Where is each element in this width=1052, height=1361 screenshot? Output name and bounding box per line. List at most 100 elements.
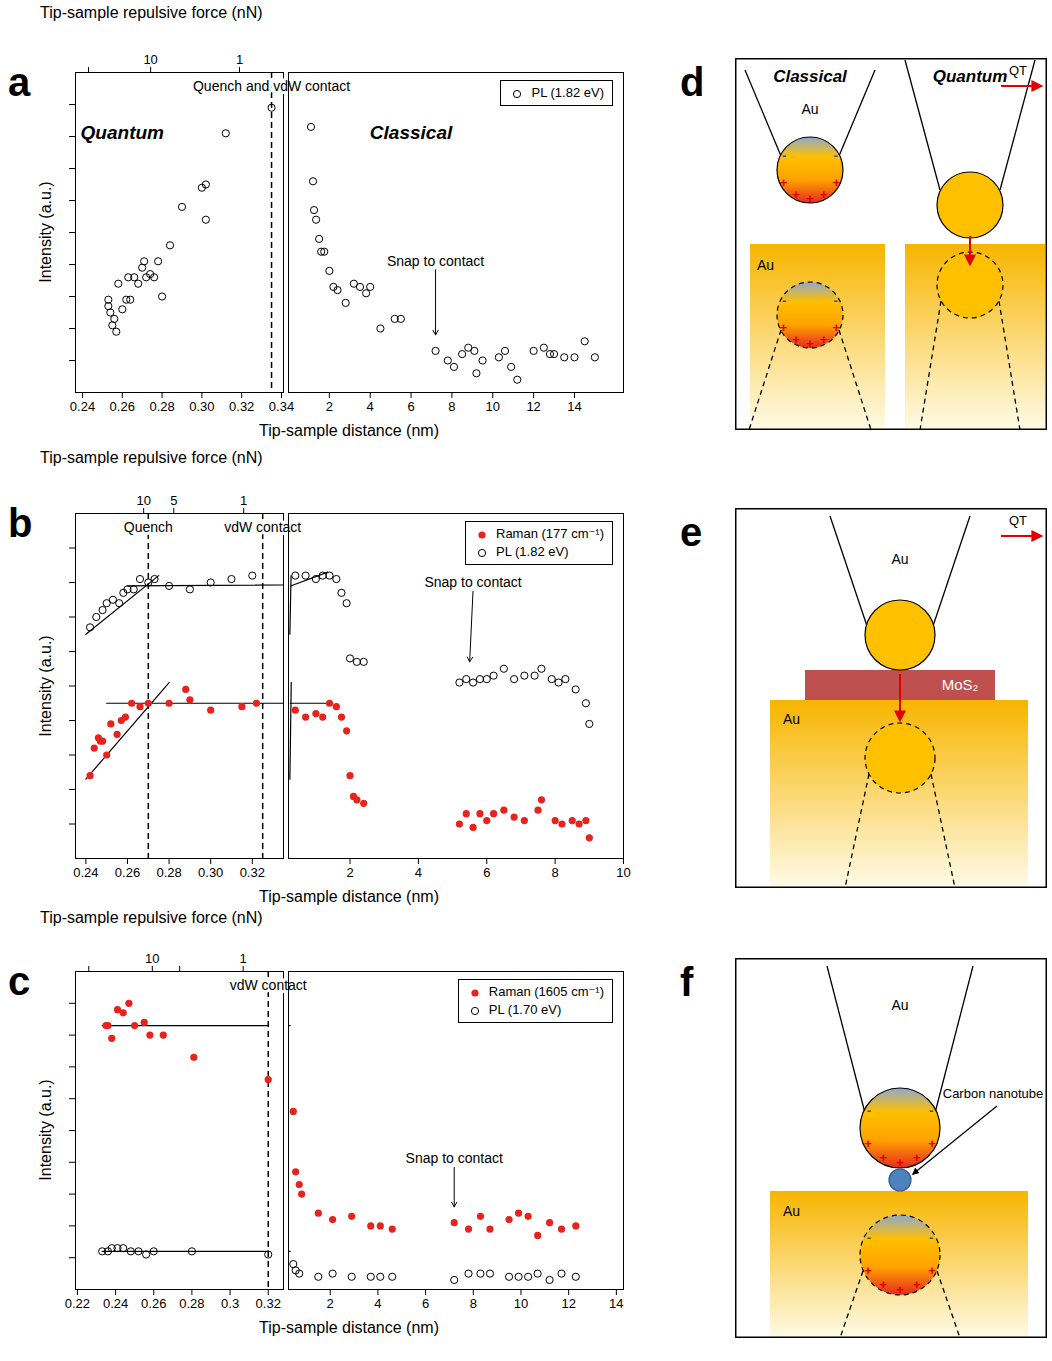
svg-text:-: - (867, 1103, 871, 1118)
svg-text:+: + (913, 1150, 921, 1165)
svg-text:14: 14 (609, 1296, 623, 1311)
svg-text:8: 8 (552, 865, 559, 880)
svg-text:-: - (834, 148, 838, 163)
html-text:d: d (680, 60, 705, 104)
svg-text:+: + (806, 191, 814, 206)
svg-text:Au: Au (783, 1203, 800, 1219)
svg-text:8: 8 (448, 399, 455, 414)
svg-text:10: 10 (514, 1296, 528, 1311)
svg-text:2: 2 (326, 399, 333, 414)
svg-text:0.32: 0.32 (240, 865, 265, 880)
svg-text:14: 14 (567, 399, 581, 414)
svg-text:10: 10 (145, 951, 159, 966)
svg-text:Snap to contact: Snap to contact (387, 253, 484, 269)
svg-text:+: + (833, 175, 841, 190)
svg-text:Au: Au (891, 551, 908, 567)
svg-text:Carbon nanotube: Carbon nanotube (943, 1086, 1043, 1101)
svg-text:1: 1 (240, 951, 247, 966)
svg-text:Quantum: Quantum (933, 67, 1008, 86)
svg-text:Quantum: Quantum (81, 122, 164, 143)
svg-text:+: + (896, 1282, 904, 1297)
svg-text:vdW contact: vdW contact (230, 977, 307, 993)
svg-text:Quench and vdW contact: Quench and vdW contact (193, 78, 350, 94)
svg-text:-: - (782, 148, 786, 163)
svg-text:0.26: 0.26 (141, 1296, 166, 1311)
svg-text:0.22: 0.22 (65, 1296, 90, 1311)
svg-text:12: 12 (526, 399, 540, 414)
svg-text:1: 1 (236, 52, 243, 67)
svg-text:0.24: 0.24 (73, 865, 98, 880)
svg-text:Au: Au (783, 711, 800, 727)
svg-text:6: 6 (483, 865, 490, 880)
html-text:c: c (8, 959, 31, 1003)
svg-text:Classical: Classical (773, 67, 848, 86)
html-text:e: e (680, 510, 703, 554)
html-text:b: b (8, 501, 33, 545)
svg-text:0.32: 0.32 (229, 399, 254, 414)
svg-text:+: + (928, 1136, 936, 1151)
html-text:a: a (8, 60, 31, 104)
svg-text:Quench: Quench (124, 519, 173, 535)
svg-text:+: + (864, 1136, 872, 1151)
svg-text:6: 6 (422, 1296, 429, 1311)
svg-text:0.24: 0.24 (70, 399, 95, 414)
svg-text:0.26: 0.26 (115, 865, 140, 880)
svg-text:0.28: 0.28 (179, 1296, 204, 1311)
svg-text:QT: QT (1009, 513, 1027, 528)
svg-text:Au: Au (891, 997, 908, 1013)
svg-text:+: + (806, 336, 814, 351)
svg-text:6: 6 (407, 399, 414, 414)
svg-text:vdW contact: vdW contact (224, 519, 301, 535)
svg-text:Au: Au (757, 257, 774, 273)
svg-text:+: + (820, 332, 828, 347)
svg-text:+: + (792, 332, 800, 347)
svg-text:+: + (896, 1155, 904, 1170)
svg-text:QT: QT (1009, 63, 1027, 78)
svg-text:MoS₂: MoS₂ (942, 676, 979, 693)
svg-text:0.28: 0.28 (156, 865, 181, 880)
svg-text:+: + (928, 1263, 936, 1278)
svg-text:2: 2 (346, 865, 353, 880)
svg-text:-: - (782, 293, 786, 308)
svg-text:+: + (780, 320, 788, 335)
svg-text:vdW contact: vdW contact (224, 519, 301, 535)
svg-text:0.30: 0.30 (198, 865, 223, 880)
svg-text:4: 4 (374, 1296, 381, 1311)
svg-text:0.24: 0.24 (103, 1296, 128, 1311)
svg-text:+: + (820, 187, 828, 202)
svg-text:+: + (792, 187, 800, 202)
svg-text:-: - (867, 1230, 871, 1245)
svg-text:vdW contact: vdW contact (230, 977, 307, 993)
svg-text:10: 10 (136, 493, 150, 508)
svg-text:Snap to contact: Snap to contact (424, 574, 521, 590)
svg-text:0.30: 0.30 (189, 399, 214, 414)
svg-text:Snap to contact: Snap to contact (406, 1150, 503, 1166)
svg-text:+: + (879, 1150, 887, 1165)
svg-text:Quench and vdW contact: Quench and vdW contact (193, 78, 350, 94)
svg-text:4: 4 (367, 399, 374, 414)
svg-text:0.26: 0.26 (110, 399, 135, 414)
svg-text:1: 1 (240, 493, 247, 508)
svg-text:8: 8 (470, 1296, 477, 1311)
svg-text:4: 4 (415, 865, 422, 880)
svg-text:0.34: 0.34 (269, 399, 294, 414)
svg-text:0.32: 0.32 (256, 1296, 281, 1311)
svg-text:+: + (780, 175, 788, 190)
svg-text:-: - (834, 293, 838, 308)
svg-text:+: + (913, 1277, 921, 1292)
svg-text:2: 2 (327, 1296, 334, 1311)
svg-text:5: 5 (170, 493, 177, 508)
svg-text:Quench: Quench (124, 519, 173, 535)
svg-text:10: 10 (486, 399, 500, 414)
svg-text:12: 12 (561, 1296, 575, 1311)
svg-text:0.3: 0.3 (221, 1296, 239, 1311)
svg-text:10: 10 (143, 52, 157, 67)
svg-text:Au: Au (801, 101, 818, 117)
svg-text:0.28: 0.28 (149, 399, 174, 414)
svg-text:10: 10 (616, 865, 630, 880)
svg-text:-: - (929, 1103, 933, 1118)
svg-text:-: - (929, 1230, 933, 1245)
svg-text:+: + (864, 1263, 872, 1278)
svg-text:Classical: Classical (370, 122, 453, 143)
svg-text:+: + (879, 1277, 887, 1292)
